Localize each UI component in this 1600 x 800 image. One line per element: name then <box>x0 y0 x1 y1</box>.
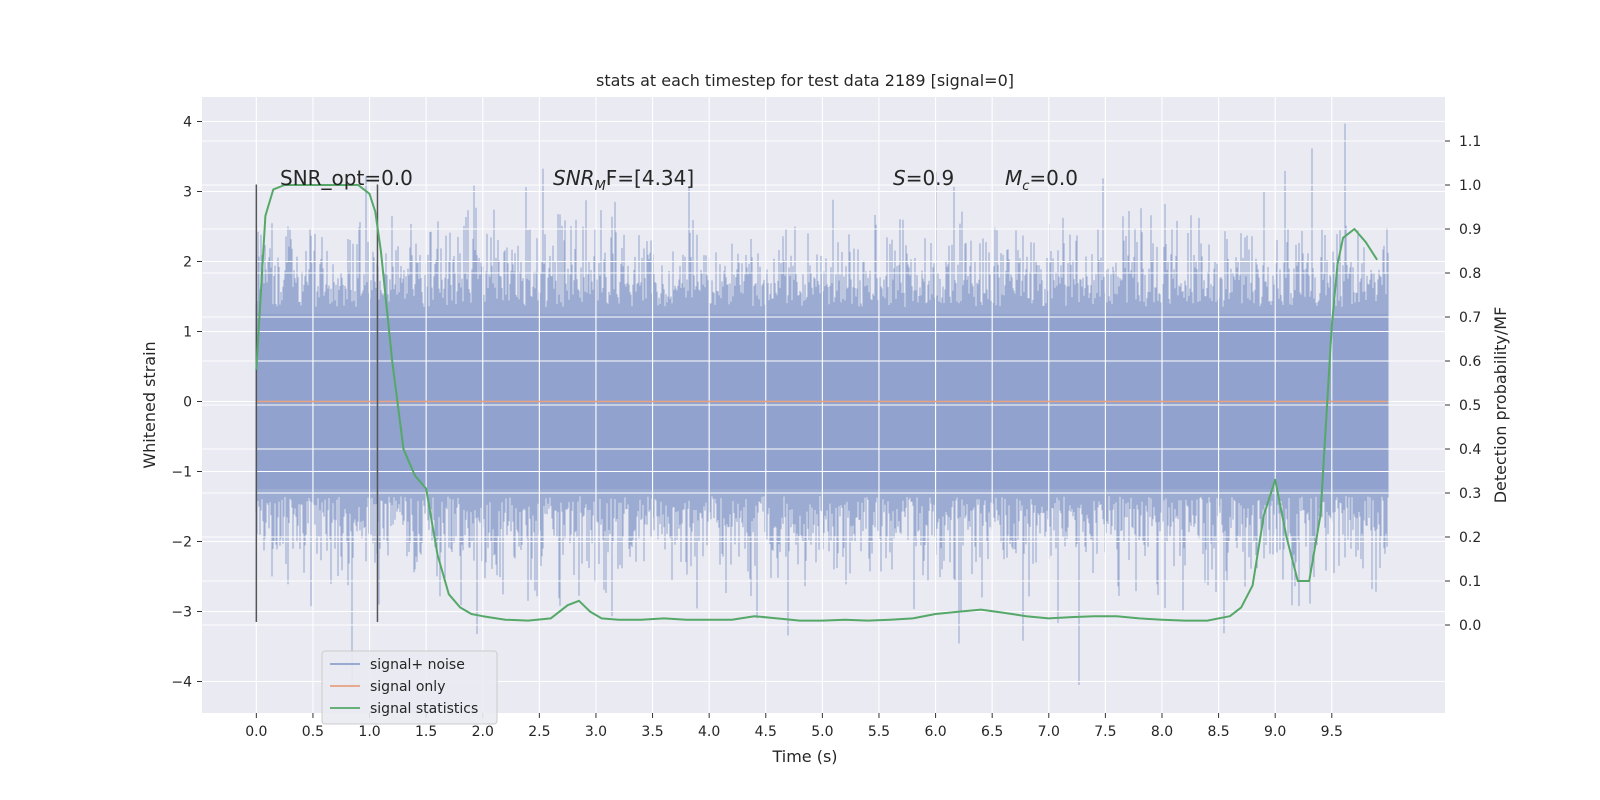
annotation-snr-mf: SNRMF=[4.34] <box>553 166 694 194</box>
vertical-markers <box>255 184 379 622</box>
x-tick-label: 8.5 <box>1207 724 1229 740</box>
y-tick-label-left: −2 <box>171 535 192 551</box>
x-tick-label: 7.0 <box>1038 724 1060 740</box>
x-tick-label: 5.0 <box>811 724 833 740</box>
y-tick-label-right: 0.6 <box>1459 354 1481 370</box>
y-tick-label-left: 0 <box>183 395 192 411</box>
y-tick-label-right: 0.7 <box>1459 310 1481 326</box>
y-tick-label-right: 0.1 <box>1459 574 1481 590</box>
y-tick-label-right: 0.3 <box>1459 486 1481 502</box>
x-tick-label: 2.5 <box>528 724 550 740</box>
annotation-s: S=0.9 <box>893 166 954 190</box>
x-tick-label: 0.5 <box>302 724 324 740</box>
x-tick-label: 8.0 <box>1151 724 1173 740</box>
x-tick-label: 3.5 <box>641 724 663 740</box>
y-tick-label-left: 2 <box>183 255 192 271</box>
y-tick-label-left: 4 <box>183 115 192 131</box>
annotation-snr-opt: SNR_opt=0.0 <box>280 166 413 190</box>
y-tick-label-right: 0.8 <box>1459 266 1481 282</box>
y-tick-label-right: 1.0 <box>1459 178 1481 194</box>
y-axis-right-label: Detection probability/MF <box>1491 307 1510 504</box>
y-tick-label-right: 0.9 <box>1459 222 1481 238</box>
y-tick-label-left: −3 <box>171 605 192 621</box>
signal-statistics-series <box>255 184 1378 622</box>
y-tick-label-left: −1 <box>171 465 192 481</box>
legend-box <box>321 650 498 725</box>
y-axis-left-label: Whitened strain <box>140 341 159 468</box>
annotation-mc: Mc=0.0 <box>1005 166 1078 194</box>
x-tick-label: 7.5 <box>1094 724 1116 740</box>
x-tick-label: 4.0 <box>698 724 720 740</box>
y-tick-label-right: 0.2 <box>1459 530 1481 546</box>
x-axis-label: Time (s) <box>771 747 837 766</box>
x-tick-label: 6.0 <box>924 724 946 740</box>
signal-statistics-line <box>255 184 1378 622</box>
x-tick-label: 6.5 <box>981 724 1003 740</box>
y-tick-label-left: −4 <box>171 675 192 691</box>
x-tick-label: 1.5 <box>415 724 437 740</box>
y-tick-label-left: 3 <box>183 185 192 201</box>
legend-label-signal-only: signal only <box>370 679 445 695</box>
legend-label-signal-statistics: signal statistics <box>370 701 478 717</box>
x-tick-label: 1.0 <box>358 724 380 740</box>
y-tick-label-right: 0.4 <box>1459 442 1481 458</box>
legend-label-signal-noise: signal+ noise <box>370 657 465 673</box>
y-tick-label-left: 1 <box>183 325 192 341</box>
y-tick-label-right: 0.0 <box>1459 618 1481 634</box>
x-tick-label: 4.5 <box>755 724 777 740</box>
legend: signal+ noise signal only signal statist… <box>321 650 498 725</box>
x-tick-label: 2.0 <box>472 724 494 740</box>
x-tick-label: 9.5 <box>1321 724 1343 740</box>
y-tick-label-right: 1.1 <box>1459 134 1481 150</box>
x-tick-label: 3.0 <box>585 724 607 740</box>
y-tick-label-right: 0.5 <box>1459 398 1481 414</box>
x-tick-label: 9.0 <box>1264 724 1286 740</box>
chart-title: stats at each timestep for test data 218… <box>596 71 1014 90</box>
x-tick-label: 0.0 <box>245 724 267 740</box>
x-tick-label: 5.5 <box>868 724 890 740</box>
axes: 0.0 0.5 1.0 1.5 2.0 2.5 3.0 3.5 4.0 4.5 5.0 5.5 6.0 6… <box>171 115 1481 741</box>
